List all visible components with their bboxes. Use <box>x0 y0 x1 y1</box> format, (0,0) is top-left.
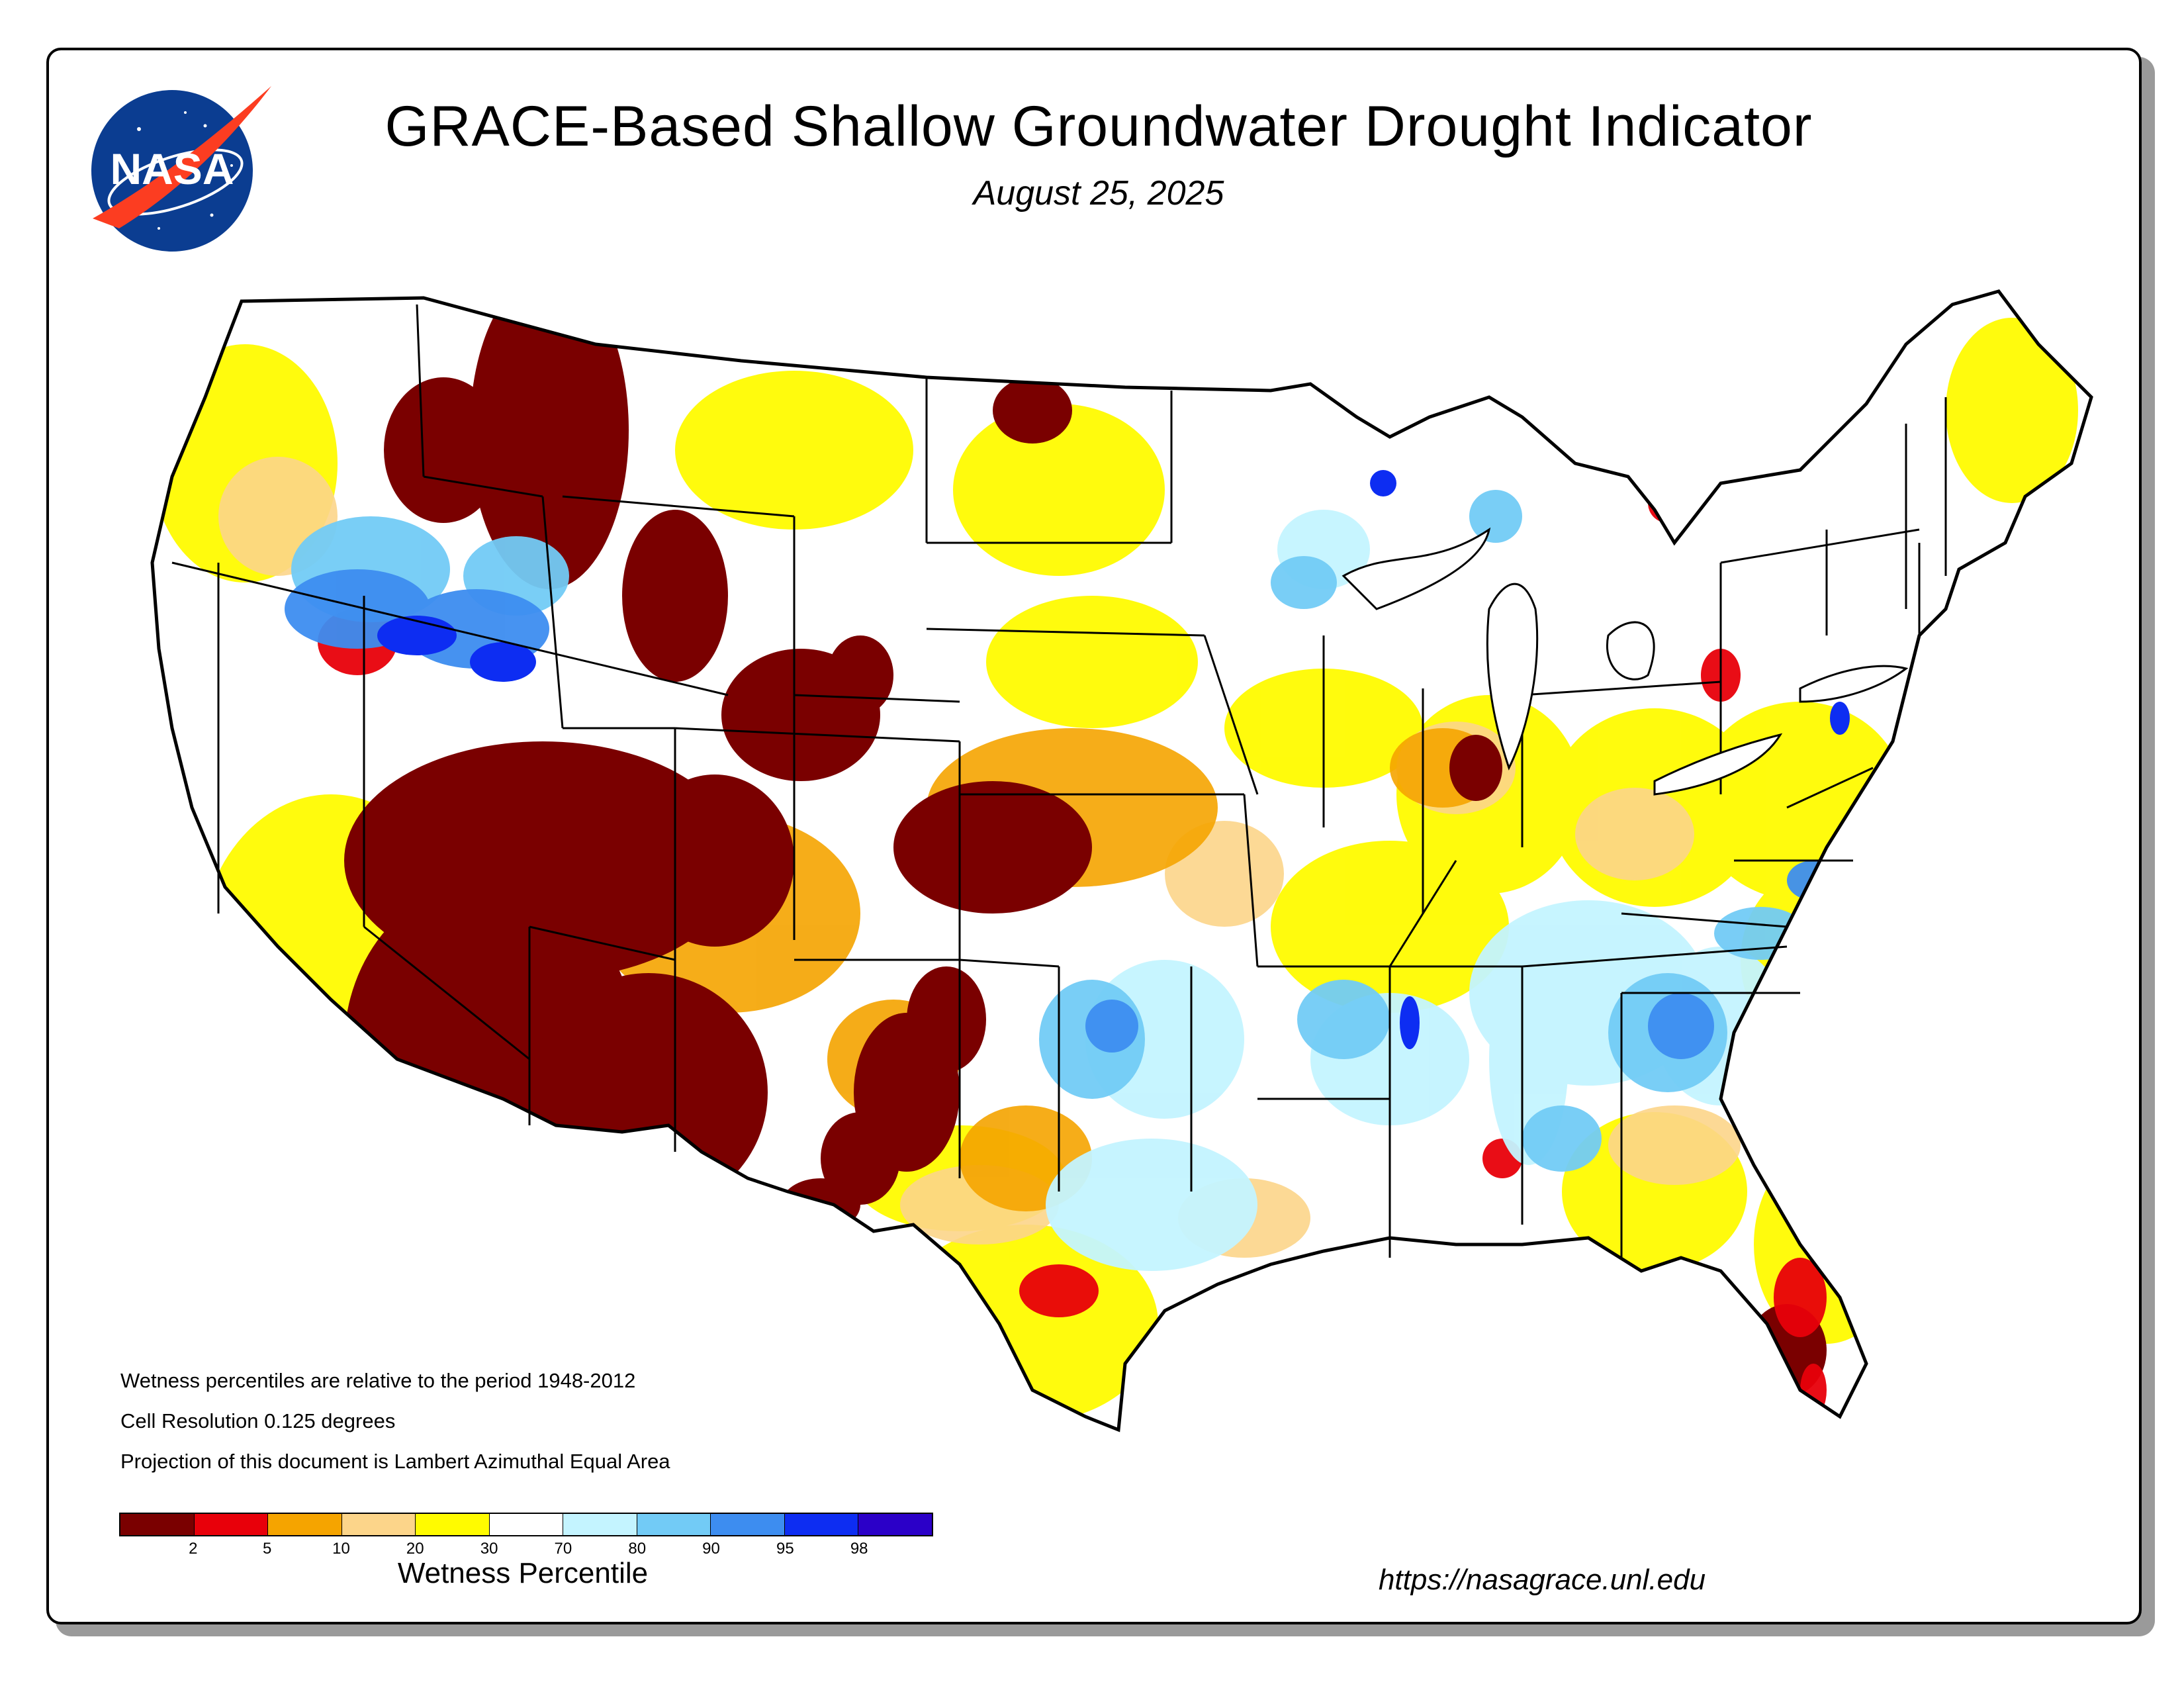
legend-swatch <box>416 1514 490 1535</box>
nasa-logo-vector <box>93 86 271 228</box>
legend-swatch <box>637 1514 711 1535</box>
legend-swatch <box>341 1514 416 1535</box>
state-boundaries <box>171 304 1947 1258</box>
legend-tick-label: 20 <box>406 1540 424 1558</box>
legend-swatch <box>194 1514 269 1535</box>
legend-ticks: 2 5 10 20 30 70 80 90 95 98 <box>119 1540 933 1562</box>
source-url[interactable]: https://nasagrace.unl.edu <box>1378 1564 1706 1596</box>
legend-swatch <box>489 1514 564 1535</box>
map-title: GRACE-Based Shallow Groundwater Drought … <box>385 95 1813 158</box>
legend-swatch <box>784 1514 859 1535</box>
map-date: August 25, 2025 <box>973 174 1224 212</box>
note-reference-period: Wetness percentiles are relative to the … <box>120 1369 636 1392</box>
legend-tick-label: 30 <box>480 1540 498 1558</box>
note-cell-resolution: Cell Resolution 0.125 degrees <box>120 1409 396 1432</box>
legend-swatch <box>120 1514 195 1535</box>
us-drought-map <box>132 265 2118 1556</box>
legend-tick-label: 70 <box>554 1540 572 1558</box>
legend-tick-label: 10 <box>332 1540 350 1558</box>
legend-swatch <box>563 1514 637 1535</box>
legend-title: Wetness Percentile <box>397 1557 649 1589</box>
legend-tick-label: 98 <box>850 1540 868 1558</box>
legend-tick-label: 2 <box>189 1540 198 1558</box>
legend-tick-label: 90 <box>702 1540 720 1558</box>
great-lakes <box>1342 527 1909 796</box>
legend-tick-label: 5 <box>262 1540 272 1558</box>
legend-swatch <box>711 1514 785 1535</box>
map-notes: Wetness percentiles are relative to the … <box>120 1369 670 1490</box>
nasa-logo-orbit <box>107 148 244 216</box>
nasa-logo-text: NASA <box>110 144 234 193</box>
nasa-logo: NASA <box>91 86 271 252</box>
legend-swatch <box>268 1514 342 1535</box>
legend-swatch <box>858 1514 933 1535</box>
legend-tick-label: 95 <box>776 1540 794 1558</box>
legend-tick-label: 80 <box>628 1540 647 1558</box>
note-projection: Projection of this document is Lambert A… <box>120 1450 670 1473</box>
color-legend <box>119 1513 933 1536</box>
